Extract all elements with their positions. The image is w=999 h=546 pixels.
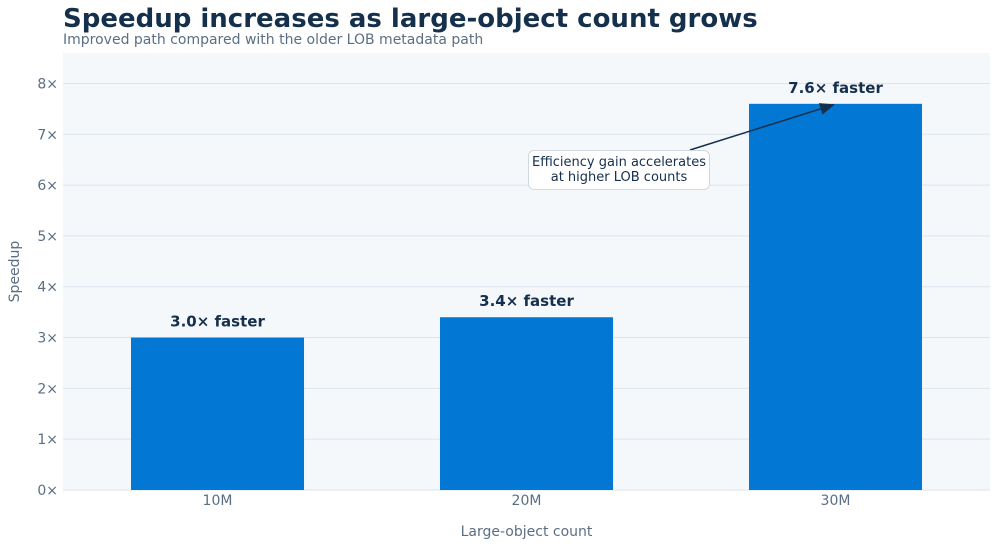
y-tick-label: 5× — [37, 229, 58, 245]
bar-data-label: 3.0× faster — [170, 313, 265, 331]
y-axis-label: Speedup — [7, 241, 23, 303]
y-axis-ticks: 0× 1× 2× 3× 4× 5× 6× 7× 8× — [37, 76, 58, 499]
y-tick-label: 4× — [37, 280, 58, 296]
annotation-line-1: Efficiency gain accelerates — [531, 155, 706, 170]
annotation-box: Efficiency gain accelerates at higher LO… — [528, 150, 710, 190]
x-tick-label: 10M — [203, 493, 233, 509]
chart-subtitle: Improved path compared with the older LO… — [63, 32, 484, 48]
y-tick-label: 6× — [37, 178, 58, 194]
y-tick-label: 0× — [37, 483, 58, 499]
bars — [130, 103, 923, 490]
bar-data-label: 3.4× faster — [479, 292, 574, 310]
y-tick-label: 1× — [37, 432, 58, 448]
data-labels: 3.0× faster 3.4× faster 7.6× faster — [170, 79, 883, 331]
chart-title: Speedup increases as large-object count … — [63, 4, 758, 34]
x-axis-label: Large-object count — [461, 524, 593, 540]
x-tick-label: 30M — [821, 493, 851, 509]
bar-10M — [130, 337, 305, 490]
x-tick-label: 20M — [512, 493, 542, 509]
x-axis-ticks: 10M 20M 30M — [203, 493, 851, 509]
annotation-line-2: at higher LOB counts — [550, 170, 688, 185]
bar-20M — [439, 317, 614, 490]
bar-data-label: 7.6× faster — [788, 79, 883, 97]
y-tick-label: 8× — [37, 76, 58, 92]
y-tick-label: 7× — [37, 127, 58, 143]
bar-30M — [748, 103, 923, 490]
y-tick-label: 3× — [37, 331, 58, 347]
annotation-arrow — [689, 103, 835, 151]
y-tick-label: 2× — [37, 381, 58, 397]
